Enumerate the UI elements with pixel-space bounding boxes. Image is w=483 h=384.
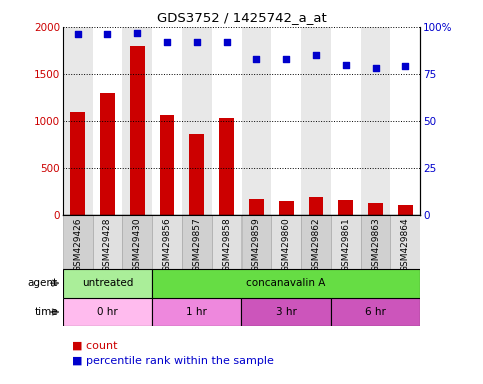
Point [163,39,171,45]
Bar [368,203,383,215]
Text: GSM429859: GSM429859 [252,218,261,273]
Text: concanavalin A: concanavalin A [246,278,326,288]
Bar [271,27,301,215]
Text: 0 hr: 0 hr [97,307,118,317]
Bar [122,215,152,269]
Text: GSM429860: GSM429860 [282,218,291,273]
Bar [122,27,152,215]
Text: GSM429862: GSM429862 [312,218,320,272]
Bar [271,215,301,269]
Bar [242,298,331,326]
Point [193,39,201,45]
Text: 1 hr: 1 hr [186,307,207,317]
Text: GSM429430: GSM429430 [133,218,142,272]
Text: ■ percentile rank within the sample: ■ percentile rank within the sample [72,356,274,366]
Bar [309,197,324,215]
Point [312,52,320,58]
Point [133,30,141,36]
Bar [390,215,420,269]
Bar [390,27,420,215]
Bar [338,200,353,215]
Bar [182,215,212,269]
Bar [63,298,152,326]
Bar [152,269,420,298]
Text: 6 hr: 6 hr [365,307,386,317]
Bar [249,199,264,215]
Bar [212,215,242,269]
Bar [301,215,331,269]
Bar [212,27,242,215]
Bar [242,27,271,215]
Text: GSM429857: GSM429857 [192,218,201,273]
Bar [189,134,204,215]
Text: time: time [34,307,58,317]
Bar [63,27,93,215]
Text: GSM429426: GSM429426 [73,218,82,272]
Bar [152,215,182,269]
Bar [219,118,234,215]
Bar [152,298,242,326]
Bar [398,205,413,215]
Point [104,31,112,38]
Point [223,39,230,45]
Text: untreated: untreated [82,278,133,288]
Title: GDS3752 / 1425742_a_at: GDS3752 / 1425742_a_at [156,11,327,24]
Bar [361,215,390,269]
Bar [93,27,122,215]
Point [253,56,260,62]
Bar [100,93,115,215]
Bar [63,269,152,298]
Bar [331,215,361,269]
Bar [331,298,420,326]
Bar [301,27,331,215]
Text: 3 hr: 3 hr [276,307,297,317]
Bar [159,115,174,215]
Bar [63,215,93,269]
Bar [130,46,145,215]
Text: GSM429858: GSM429858 [222,218,231,273]
Bar [279,201,294,215]
Bar [93,215,122,269]
Text: GSM429863: GSM429863 [371,218,380,273]
Point [401,63,409,70]
Bar [331,27,361,215]
Point [282,56,290,62]
Text: agent: agent [28,278,58,288]
Bar [361,27,390,215]
Point [342,61,350,68]
Text: GSM429864: GSM429864 [401,218,410,272]
Text: ■ count: ■ count [72,341,118,351]
Text: GSM429856: GSM429856 [163,218,171,273]
Text: GSM429428: GSM429428 [103,218,112,272]
Bar [70,112,85,215]
Bar [242,215,271,269]
Bar [182,27,212,215]
Bar [152,27,182,215]
Point [372,65,380,71]
Point [74,31,82,38]
Text: GSM429861: GSM429861 [341,218,350,273]
